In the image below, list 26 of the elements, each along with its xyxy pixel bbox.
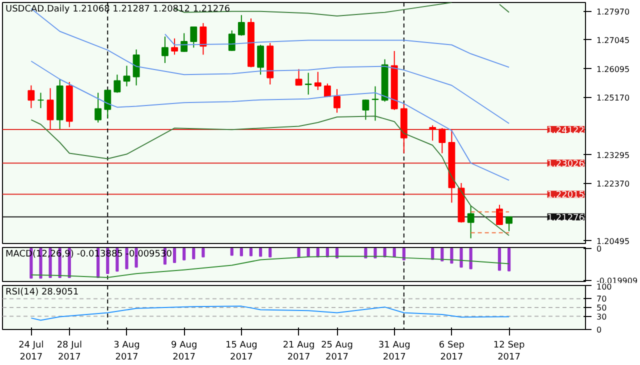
ref-line-label: 1.22015 bbox=[547, 190, 584, 201]
ref-line-label: 1.24122 bbox=[547, 126, 584, 136]
y-tick-label: 100 bbox=[596, 282, 612, 292]
y-tick-label: 1.25170 bbox=[596, 93, 630, 102]
x-tick-label: 25 Aug 2017 bbox=[321, 340, 353, 362]
x-tick-label: 31 Aug 2017 bbox=[378, 340, 410, 362]
x-tick-label: 21 Aug 2017 bbox=[282, 340, 315, 362]
x-tick-label: 24 Jul 2017 bbox=[18, 340, 44, 362]
x-tick-label: 9 Aug 2017 bbox=[171, 340, 198, 362]
x-tick-label: 28 Jul 2017 bbox=[56, 340, 82, 362]
x-tick-label: 12 Sep 2017 bbox=[493, 340, 525, 362]
y-tick-label: 1.23295 bbox=[596, 150, 630, 160]
chart-title: RSI(14) 28.9051 bbox=[6, 288, 79, 298]
x-tick-label: 3 Aug 2017 bbox=[114, 340, 140, 362]
y-tick-label: 1.27045 bbox=[596, 36, 630, 45]
y-tick-label: 1.22370 bbox=[596, 179, 630, 188]
x-tick-label: 15 Aug 2017 bbox=[225, 340, 258, 362]
y-tick-label: 70 bbox=[596, 294, 607, 304]
y-tick-label: 0 bbox=[596, 326, 602, 334]
y-tick-label: 0 bbox=[596, 244, 602, 254]
y-tick-label: 30 bbox=[596, 312, 607, 322]
y-tick-label: 1.20495 bbox=[596, 236, 630, 246]
y-tick-label: 1.27970 bbox=[596, 7, 630, 16]
y-tick-label: 1.26095 bbox=[596, 64, 630, 74]
x-tick-label: 6 Sep 2017 bbox=[438, 340, 465, 362]
y-tick-label: 50 bbox=[596, 304, 607, 312]
